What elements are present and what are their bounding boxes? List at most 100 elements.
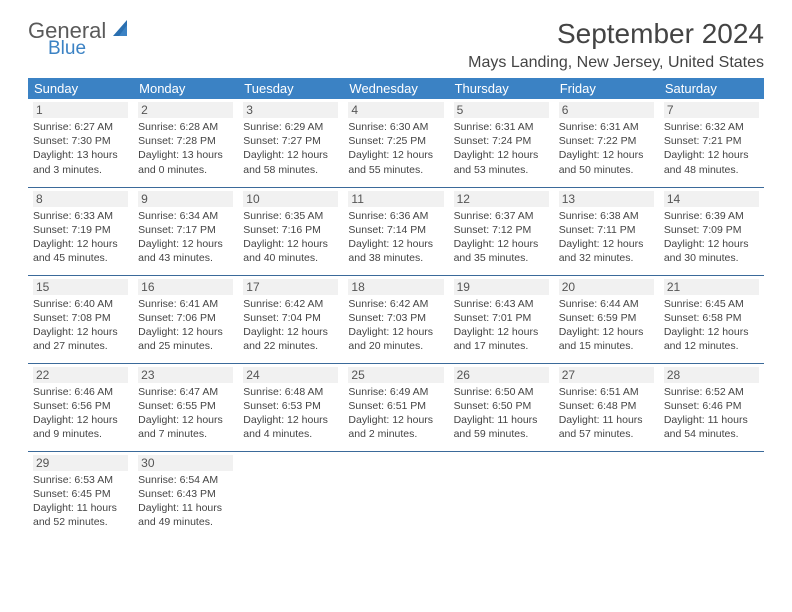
calendar-cell: 21Sunrise: 6:45 AMSunset: 6:58 PMDayligh… [659,275,764,363]
sunrise-text: Sunrise: 6:43 AM [454,297,549,311]
sunrise-text: Sunrise: 6:39 AM [664,209,759,223]
location-text: Mays Landing, New Jersey, United States [468,54,764,72]
day-number: 25 [348,367,443,383]
day-number: 18 [348,279,443,295]
sunset-text: Sunset: 6:58 PM [664,311,759,325]
sunset-text: Sunset: 6:55 PM [138,399,233,413]
sunset-text: Sunset: 7:25 PM [348,134,443,148]
day-number: 4 [348,102,443,118]
sunset-text: Sunset: 7:21 PM [664,134,759,148]
calendar-cell: 12 Sunrise: 6:37 AMSunset: 7:12 PMDayligh… [449,187,554,275]
sunrise-text: Sunrise: 6:51 AM [559,385,654,399]
col-tuesday: Tuesday [238,78,343,99]
day-info: Sunrise: 6:39 AMSunset: 7:09 PMDaylight:… [664,209,759,266]
day-info: Sunrise: 6:27 AMSunset: 7:30 PMDaylight:… [33,120,128,177]
day-number: 23 [138,367,233,383]
day-info: Sunrise: 6:38 AMSunset: 7:11 PMDaylight:… [559,209,654,266]
day-info: Sunrise: 6:31 AMSunset: 7:24 PMDaylight:… [454,120,549,177]
calendar-cell: 4Sunrise: 6:30 AMSunset: 7:25 PMDaylight… [343,99,448,187]
day-number: 12 [454,191,549,207]
calendar-cell: 14 Sunrise: 6:39 AMSunset: 7:09 PMDayligh… [659,187,764,275]
daylight-text: Daylight: 12 hours and 58 minutes. [243,148,338,176]
calendar-cell [238,451,343,539]
sunset-text: Sunset: 6:48 PM [559,399,654,413]
sunset-text: Sunset: 7:17 PM [138,223,233,237]
day-number: 28 [664,367,759,383]
day-number: 5 [454,102,549,118]
sunrise-text: Sunrise: 6:52 AM [664,385,759,399]
calendar-cell: 13Sunrise: 6:38 AMSunset: 7:11 PMDayligh… [554,187,659,275]
sunrise-text: Sunrise: 6:31 AM [559,120,654,134]
day-number: 11 [348,191,443,207]
sunrise-text: Sunrise: 6:40 AM [33,297,128,311]
calendar-cell: 29Sunrise: 6:53 AMSunset: 6:45 PMDayligh… [28,451,133,539]
sunset-text: Sunset: 7:19 PM [33,223,128,237]
sunrise-text: Sunrise: 6:44 AM [559,297,654,311]
day-number: 9 [138,191,233,207]
sunrise-text: Sunrise: 6:42 AM [243,297,338,311]
col-thursday: Thursday [449,78,554,99]
sunset-text: Sunset: 6:50 PM [454,399,549,413]
daylight-text: Daylight: 13 hours and 0 minutes. [138,148,233,176]
sunset-text: Sunset: 7:27 PM [243,134,338,148]
sunset-text: Sunset: 6:43 PM [138,487,233,501]
day-number: 21 [664,279,759,295]
day-number: 10 [243,191,338,207]
daylight-text: Daylight: 12 hours and 48 minutes. [664,148,759,176]
sunrise-text: Sunrise: 6:42 AM [348,297,443,311]
day-info: Sunrise: 6:54 AMSunset: 6:43 PMDaylight:… [138,473,233,530]
daylight-text: Daylight: 12 hours and 22 minutes. [243,325,338,353]
day-number: 8 [33,191,128,207]
calendar-cell: 16Sunrise: 6:41 AMSunset: 7:06 PMDayligh… [133,275,238,363]
sunset-text: Sunset: 7:03 PM [348,311,443,325]
calendar-table: Sunday Monday Tuesday Wednesday Thursday… [28,78,764,539]
day-info: Sunrise: 6:35 AMSunset: 7:16 PMDaylight:… [243,209,338,266]
calendar-cell: 10 Sunrise: 6:35 AMSunset: 7:16 PMDayligh… [238,187,343,275]
day-number: 14 [664,191,759,207]
daylight-text: Daylight: 12 hours and 53 minutes. [454,148,549,176]
day-number: 3 [243,102,338,118]
sunset-text: Sunset: 7:04 PM [243,311,338,325]
calendar-cell: 23 Sunrise: 6:47 AMSunset: 6:55 PMDayligh… [133,363,238,451]
day-info: Sunrise: 6:49 AMSunset: 6:51 PMDaylight:… [348,385,443,442]
sunrise-text: Sunrise: 6:30 AM [348,120,443,134]
day-info: Sunrise: 6:37 AMSunset: 7:12 PMDaylight:… [454,209,549,266]
day-info: Sunrise: 6:31 AMSunset: 7:22 PMDaylight:… [559,120,654,177]
sunset-text: Sunset: 7:22 PM [559,134,654,148]
sunrise-text: Sunrise: 6:35 AM [243,209,338,223]
calendar-row: 22Sunrise: 6:46 AMSunset: 6:56 PMDayligh… [28,363,764,451]
sunrise-text: Sunrise: 6:41 AM [138,297,233,311]
calendar-cell: 11Sunrise: 6:36 AMSunset: 7:14 PMDayligh… [343,187,448,275]
day-number: 20 [559,279,654,295]
day-info: Sunrise: 6:48 AMSunset: 6:53 PMDaylight:… [243,385,338,442]
daylight-text: Daylight: 11 hours and 49 minutes. [138,501,233,529]
sunset-text: Sunset: 7:14 PM [348,223,443,237]
sunrise-text: Sunrise: 6:29 AM [243,120,338,134]
daylight-text: Daylight: 11 hours and 52 minutes. [33,501,128,529]
sunrise-text: Sunrise: 6:46 AM [33,385,128,399]
calendar-cell: 26Sunrise: 6:50 AMSunset: 6:50 PMDayligh… [449,363,554,451]
sunrise-text: Sunrise: 6:47 AM [138,385,233,399]
daylight-text: Daylight: 12 hours and 2 minutes. [348,413,443,441]
sunset-text: Sunset: 7:24 PM [454,134,549,148]
sunset-text: Sunset: 7:28 PM [138,134,233,148]
day-number: 2 [138,102,233,118]
calendar-cell: 28Sunrise: 6:52 AMSunset: 6:46 PMDayligh… [659,363,764,451]
calendar-cell: 9Sunrise: 6:34 AMSunset: 7:17 PMDaylight… [133,187,238,275]
sunset-text: Sunset: 7:30 PM [33,134,128,148]
sunrise-text: Sunrise: 6:38 AM [559,209,654,223]
calendar-cell: 22Sunrise: 6:46 AMSunset: 6:56 PMDayligh… [28,363,133,451]
daylight-text: Daylight: 11 hours and 54 minutes. [664,413,759,441]
calendar-cell: 7Sunrise: 6:32 AMSunset: 7:21 PMDaylight… [659,99,764,187]
day-number: 30 [138,455,233,471]
sunset-text: Sunset: 7:11 PM [559,223,654,237]
day-info: Sunrise: 6:47 AMSunset: 6:55 PMDaylight:… [138,385,233,442]
day-number: 22 [33,367,128,383]
day-number: 6 [559,102,654,118]
day-info: Sunrise: 6:33 AMSunset: 7:19 PMDaylight:… [33,209,128,266]
sunset-text: Sunset: 7:16 PM [243,223,338,237]
calendar-cell [343,451,448,539]
logo: General Blue [28,18,131,60]
daylight-text: Daylight: 12 hours and 30 minutes. [664,237,759,265]
day-number: 7 [664,102,759,118]
